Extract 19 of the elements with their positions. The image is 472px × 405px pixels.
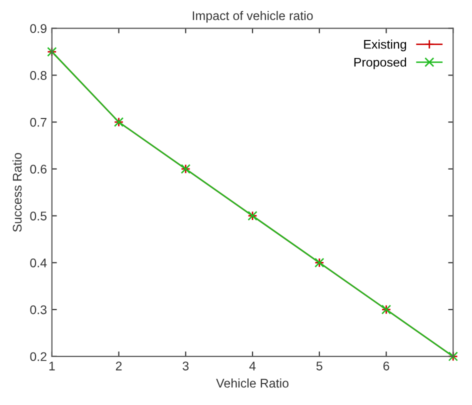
legend-label: Existing — [364, 40, 406, 52]
x-tick-label: 3 — [182, 362, 189, 370]
x-axis-title: Vehicle Ratio — [216, 378, 288, 388]
y-tick-label: 0.8 — [30, 71, 47, 80]
x-tick-label: 5 — [316, 362, 322, 370]
chart-title: Impact of vehicle ratio — [192, 10, 313, 23]
y-tick-label: 0.9 — [30, 24, 46, 33]
y-tick-label: 0.6 — [30, 164, 47, 174]
y-tick-label: 0.3 — [30, 305, 47, 314]
y-tick-label: 0.7 — [30, 118, 46, 127]
y-tick-label: 0.5 — [30, 212, 47, 220]
x-tick-label: 6 — [383, 362, 390, 370]
y-tick-label: 0.2 — [30, 352, 46, 362]
y-axis-title: Success Ratio — [12, 152, 22, 232]
y-tick-label: 0.4 — [30, 258, 47, 268]
x-tick-label: 4 — [249, 362, 256, 370]
x-tick-label: 2 — [116, 362, 122, 370]
x-tick-label: 1 — [49, 362, 55, 370]
legend-label: Proposed — [354, 58, 406, 70]
